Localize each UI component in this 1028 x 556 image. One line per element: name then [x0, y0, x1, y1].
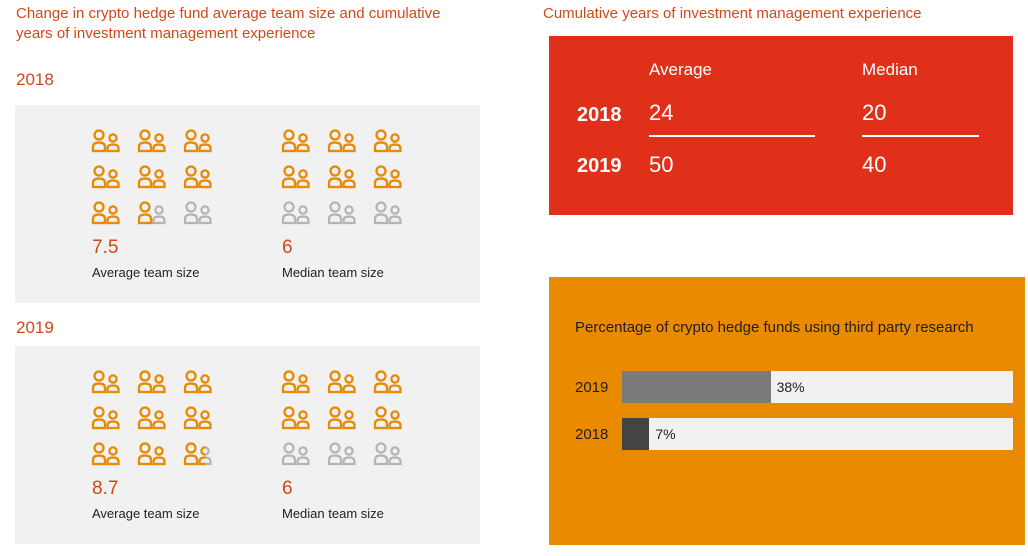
median-team-icons-2018	[281, 129, 411, 237]
bar-row-2019: 2019 38%	[549, 371, 1025, 403]
average-team-size-label-2019: Average team size	[92, 506, 200, 521]
person-icon	[327, 370, 359, 394]
person-icon	[91, 165, 123, 189]
person-icon	[373, 406, 405, 430]
person-icon	[281, 165, 313, 189]
person-icon	[183, 165, 215, 189]
bar-value-label-2019: 38%	[776, 379, 805, 395]
third-party-research-panel: Percentage of crypto hedge funds using t…	[549, 277, 1025, 545]
person-icon	[91, 201, 123, 225]
bar-category-2018: 2018	[575, 426, 609, 443]
average-team-icons-2018	[91, 129, 221, 237]
person-icon	[91, 129, 123, 153]
person-icon	[137, 442, 169, 466]
person-icon	[137, 370, 169, 394]
person-icon	[327, 406, 359, 430]
experience-year-2018: 2018	[577, 104, 622, 126]
person-icon	[327, 165, 359, 189]
person-icon	[281, 370, 313, 394]
person-icon	[281, 201, 313, 225]
median-team-size-label-2019: Median team size	[282, 506, 384, 521]
experience-divider-median	[862, 135, 979, 137]
team-size-panel-2018: 7.5 Average team size 6 Median team size	[15, 105, 480, 303]
experience-divider-average	[649, 135, 815, 137]
bar-2018	[622, 418, 650, 450]
person-icon	[91, 406, 123, 430]
person-icon	[327, 442, 359, 466]
person-icon	[281, 442, 313, 466]
experience-table: Average Median 2018 24 20 2019 50 40	[549, 36, 1013, 215]
average-team-size-value-2019: 8.7	[92, 478, 119, 499]
person-icon	[327, 201, 359, 225]
person-icon	[373, 165, 405, 189]
median-team-size-value-2019: 6	[282, 478, 293, 499]
person-icon	[137, 165, 169, 189]
year-label-2018: 2018	[16, 70, 54, 89]
person-icon	[373, 442, 405, 466]
person-icon	[183, 442, 215, 466]
person-icon	[327, 129, 359, 153]
bar-value-label-2018: 7%	[655, 426, 676, 442]
person-icon	[373, 370, 405, 394]
experience-average-2019: 50	[649, 152, 674, 177]
year-label-2019: 2019	[16, 318, 54, 337]
person-icon	[183, 406, 215, 430]
experience-header-median: Median	[862, 60, 918, 79]
person-icon	[373, 201, 405, 225]
person-icon	[91, 370, 123, 394]
experience-year-2019: 2019	[577, 155, 622, 177]
chart-title: Percentage of crypto hedge funds using t…	[575, 319, 974, 336]
average-team-size-label-2018: Average team size	[92, 265, 200, 280]
experience-average-2018: 24	[649, 100, 674, 125]
bar-track-2018: 7%	[622, 418, 1013, 450]
person-icon	[137, 129, 169, 153]
bar-category-2019: 2019	[575, 379, 609, 396]
team-size-panel-2019: 8.7 Average team size 6 Median team size	[15, 346, 480, 544]
median-team-size-value-2018: 6	[282, 237, 293, 258]
bar-2019	[622, 371, 771, 403]
median-team-icons-2019	[281, 370, 411, 478]
person-icon	[183, 370, 215, 394]
experience-header-average: Average	[649, 60, 713, 79]
person-icon	[281, 406, 313, 430]
median-team-size-label-2018: Median team size	[282, 265, 384, 280]
experience-median-2018: 20	[862, 100, 887, 125]
person-icon	[183, 201, 215, 225]
person-icon	[281, 129, 313, 153]
team-size-title: Change in crypto hedge fund average team…	[16, 5, 441, 42]
bar-track-2019: 38%	[622, 371, 1013, 403]
experience-title: Cumulative years of investment managemen…	[543, 5, 922, 22]
average-team-size-value-2018: 7.5	[92, 237, 119, 258]
person-icon	[183, 129, 215, 153]
average-team-icons-2019	[91, 370, 221, 478]
experience-median-2019: 40	[862, 152, 887, 177]
person-icon	[91, 442, 123, 466]
person-icon	[373, 129, 405, 153]
person-icon	[137, 406, 169, 430]
person-icon	[137, 201, 169, 225]
bar-row-2018: 2018 7%	[549, 418, 1025, 450]
